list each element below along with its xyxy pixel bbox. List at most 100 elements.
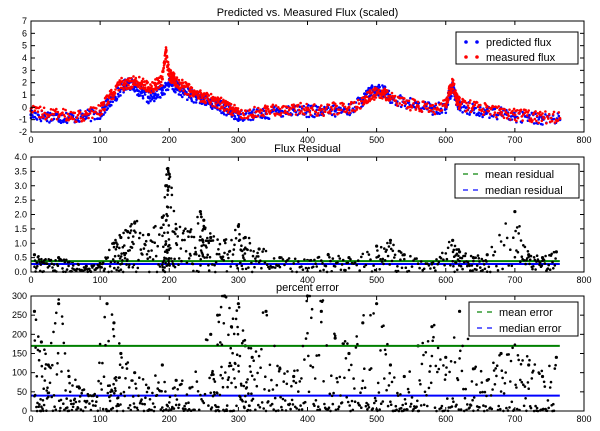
data-point — [184, 249, 188, 253]
data-point — [249, 249, 252, 252]
data-point — [230, 238, 233, 242]
data-point — [198, 210, 202, 214]
data-point — [406, 387, 410, 391]
data-point — [363, 386, 367, 390]
data-point — [218, 393, 222, 397]
data-point — [44, 258, 47, 261]
data-point — [202, 243, 205, 247]
data-point — [426, 107, 430, 110]
data-point — [393, 256, 396, 259]
data-point — [117, 269, 121, 273]
plot-area — [29, 46, 562, 126]
data-point — [505, 116, 509, 120]
data-point — [259, 259, 262, 263]
data-point — [181, 95, 184, 99]
data-point — [146, 257, 149, 261]
data-point — [524, 397, 527, 400]
data-point — [283, 263, 286, 267]
data-point — [214, 260, 218, 264]
data-point — [240, 249, 244, 253]
data-point — [120, 76, 123, 80]
data-point — [38, 349, 42, 353]
y-tick-label: 3.0 — [14, 181, 27, 191]
data-point — [163, 266, 166, 269]
data-point — [366, 250, 369, 254]
data-point — [118, 233, 121, 237]
data-point — [334, 408, 338, 412]
data-point — [219, 96, 223, 100]
x-axis: 0 100 200 300 400 500 600 700 800 — [28, 296, 592, 424]
legend-label: predicted flux — [486, 37, 552, 49]
data-point — [161, 263, 164, 267]
data-point — [378, 408, 382, 411]
x-tick-label: 700 — [507, 135, 522, 145]
data-point — [259, 366, 262, 370]
data-point — [472, 111, 476, 115]
data-point — [310, 316, 313, 320]
data-point — [351, 108, 355, 112]
data-point — [444, 111, 448, 115]
data-point — [240, 244, 243, 247]
data-point — [175, 243, 179, 247]
data-point — [376, 249, 379, 252]
data-point — [254, 259, 258, 263]
data-point — [228, 249, 232, 253]
data-point — [231, 253, 235, 256]
data-point — [361, 379, 365, 383]
data-point — [272, 257, 276, 260]
data-point — [243, 252, 247, 255]
data-point — [307, 354, 310, 358]
data-point — [283, 372, 286, 375]
data-point — [376, 381, 380, 385]
data-point — [476, 254, 480, 257]
data-point — [342, 342, 345, 346]
data-point — [258, 110, 262, 114]
data-point — [234, 237, 238, 240]
data-point — [220, 365, 223, 369]
data-point — [445, 366, 448, 369]
data-point — [166, 404, 169, 408]
data-point — [498, 233, 501, 237]
data-point — [260, 116, 264, 120]
data-point — [478, 406, 481, 409]
data-point — [33, 339, 37, 342]
data-point — [450, 405, 454, 408]
data-point — [274, 104, 278, 107]
data-point — [202, 218, 206, 222]
data-point — [117, 88, 121, 92]
data-point — [154, 374, 157, 377]
data-point — [551, 260, 554, 264]
data-point — [237, 370, 241, 373]
data-point — [461, 344, 464, 348]
data-point — [33, 259, 37, 262]
data-point — [254, 350, 258, 353]
data-point — [165, 173, 168, 176]
x-tick-label: 500 — [369, 275, 384, 285]
data-point — [49, 108, 53, 111]
data-point — [101, 261, 105, 265]
data-point — [469, 269, 472, 272]
data-point — [65, 121, 69, 125]
data-point — [353, 100, 356, 104]
data-point — [177, 78, 181, 82]
data-point — [516, 354, 520, 357]
data-point — [462, 260, 466, 264]
data-point — [497, 404, 501, 408]
data-point — [100, 266, 103, 269]
data-point — [250, 261, 253, 265]
data-point — [314, 110, 318, 114]
data-point — [355, 108, 359, 111]
data-point — [207, 98, 210, 101]
data-point — [440, 111, 444, 114]
data-point — [229, 105, 232, 109]
data-point — [268, 112, 272, 115]
data-point — [141, 77, 145, 81]
data-point — [33, 265, 36, 269]
data-point — [236, 332, 240, 336]
data-point — [123, 394, 126, 398]
data-point — [474, 106, 478, 110]
data-point — [132, 263, 136, 267]
data-point — [379, 258, 382, 261]
